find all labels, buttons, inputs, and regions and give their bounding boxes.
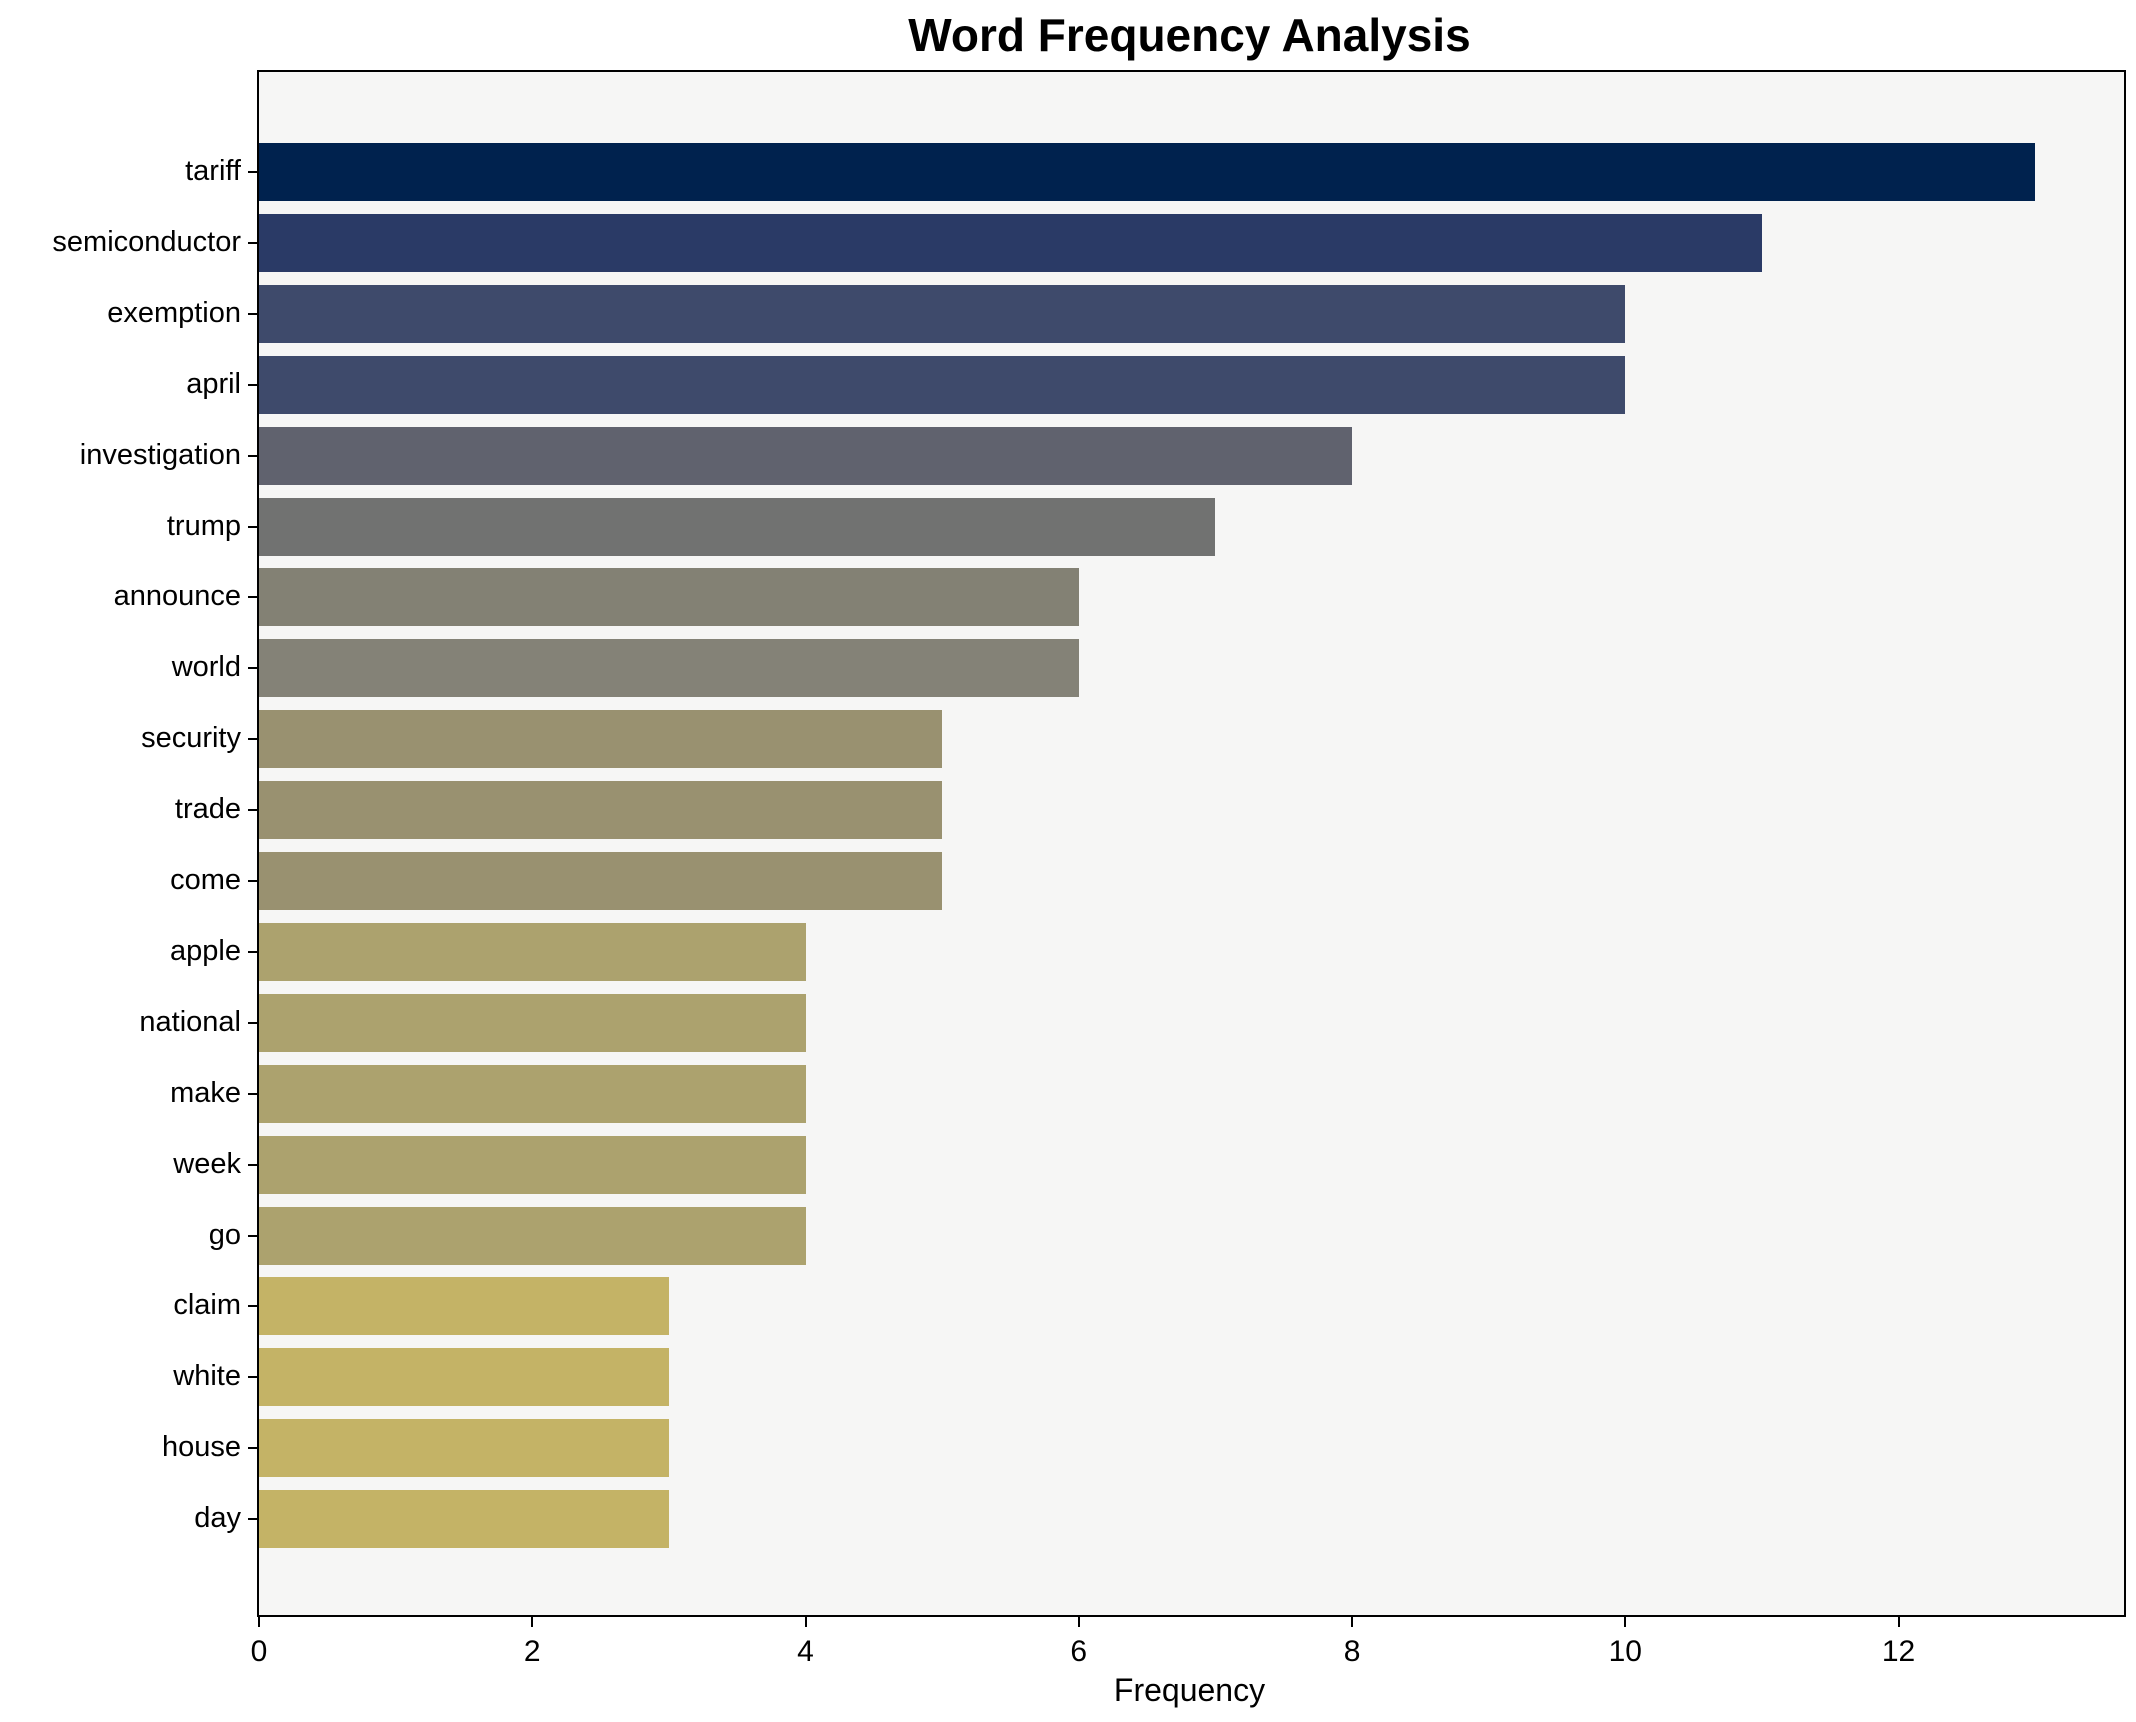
bar — [259, 993, 806, 1052]
plot-area — [257, 70, 2126, 1617]
y-tick-label: come — [170, 864, 241, 896]
y-tick-mark — [248, 1447, 257, 1450]
x-tick-label: 12 — [1881, 1635, 1916, 1668]
y-tick-label: week — [173, 1147, 241, 1180]
x-tick-mark — [531, 1617, 534, 1627]
y-tick-label: announce — [113, 580, 241, 613]
y-tick-mark — [248, 454, 257, 457]
y-tick-label: security — [141, 722, 241, 755]
x-tick-label: 6 — [1070, 1635, 1088, 1668]
chart-title: Word Frequency Analysis — [908, 9, 1471, 61]
y-tick-label: april — [186, 367, 241, 400]
x-tick-mark — [1897, 1617, 1900, 1627]
bar — [259, 1490, 669, 1549]
bar — [259, 355, 1626, 414]
y-tick-mark — [248, 1021, 257, 1024]
y-tick-mark — [248, 1092, 257, 1095]
y-tick-mark — [248, 596, 257, 599]
x-tick-mark — [804, 1617, 807, 1627]
bar — [259, 426, 1353, 485]
y-tick-mark — [248, 667, 257, 670]
y-tick-label: apple — [170, 934, 241, 967]
x-tick-label: 4 — [797, 1635, 814, 1668]
bar — [259, 1277, 669, 1336]
bar — [259, 213, 1762, 272]
y-tick-label: semiconductor — [52, 225, 241, 258]
y-tick-label: white — [173, 1360, 241, 1393]
y-tick-label: house — [161, 1431, 241, 1464]
y-tick-mark — [248, 1376, 257, 1379]
y-tick-mark — [248, 738, 257, 741]
bar — [259, 710, 943, 769]
y-tick-mark — [248, 950, 257, 953]
bar — [259, 568, 1079, 627]
y-tick-label: trump — [166, 509, 241, 542]
bar — [259, 1348, 669, 1407]
x-tick-mark — [1351, 1617, 1354, 1627]
bar — [259, 1419, 669, 1478]
x-tick-mark — [1624, 1617, 1627, 1627]
y-tick-mark — [248, 880, 257, 882]
y-tick-label: world — [171, 651, 241, 684]
bar — [259, 1206, 806, 1265]
y-tick-mark — [248, 525, 257, 528]
y-tick-mark — [248, 809, 257, 812]
y-tick-label: exemption — [107, 296, 241, 329]
x-tick-mark — [1077, 1617, 1080, 1627]
y-tick-label: investigation — [79, 438, 241, 471]
y-tick-label: day — [194, 1502, 241, 1535]
bar — [259, 497, 1216, 556]
x-tick-label: 2 — [523, 1635, 541, 1668]
y-tick-label: tariff — [185, 155, 241, 187]
y-tick-label: trade — [174, 793, 241, 826]
bar — [259, 284, 1626, 343]
y-tick-mark — [248, 1305, 257, 1308]
x-axis-label: Frequency — [1113, 1672, 1266, 1708]
y-tick-label: make — [170, 1076, 241, 1109]
y-tick-mark — [248, 383, 257, 386]
bar — [259, 639, 1079, 698]
y-tick-mark — [248, 312, 257, 315]
bar — [259, 852, 943, 910]
y-tick-label: go — [208, 1218, 241, 1251]
x-tick-label: 10 — [1608, 1635, 1642, 1668]
x-tick-mark — [258, 1617, 260, 1627]
y-tick-label: national — [139, 1005, 241, 1038]
y-tick-mark — [248, 1163, 257, 1166]
y-tick-mark — [248, 1234, 257, 1237]
bar — [259, 143, 2036, 201]
y-tick-mark — [248, 171, 257, 173]
y-tick-mark — [248, 241, 257, 244]
y-tick-mark — [248, 1518, 257, 1521]
x-tick-label: 8 — [1343, 1635, 1361, 1668]
bar — [259, 922, 806, 981]
y-tick-label: claim — [173, 1289, 241, 1322]
bar — [259, 1135, 806, 1194]
bar — [259, 1064, 806, 1123]
bar — [259, 781, 943, 840]
x-tick-label: 0 — [250, 1635, 268, 1668]
